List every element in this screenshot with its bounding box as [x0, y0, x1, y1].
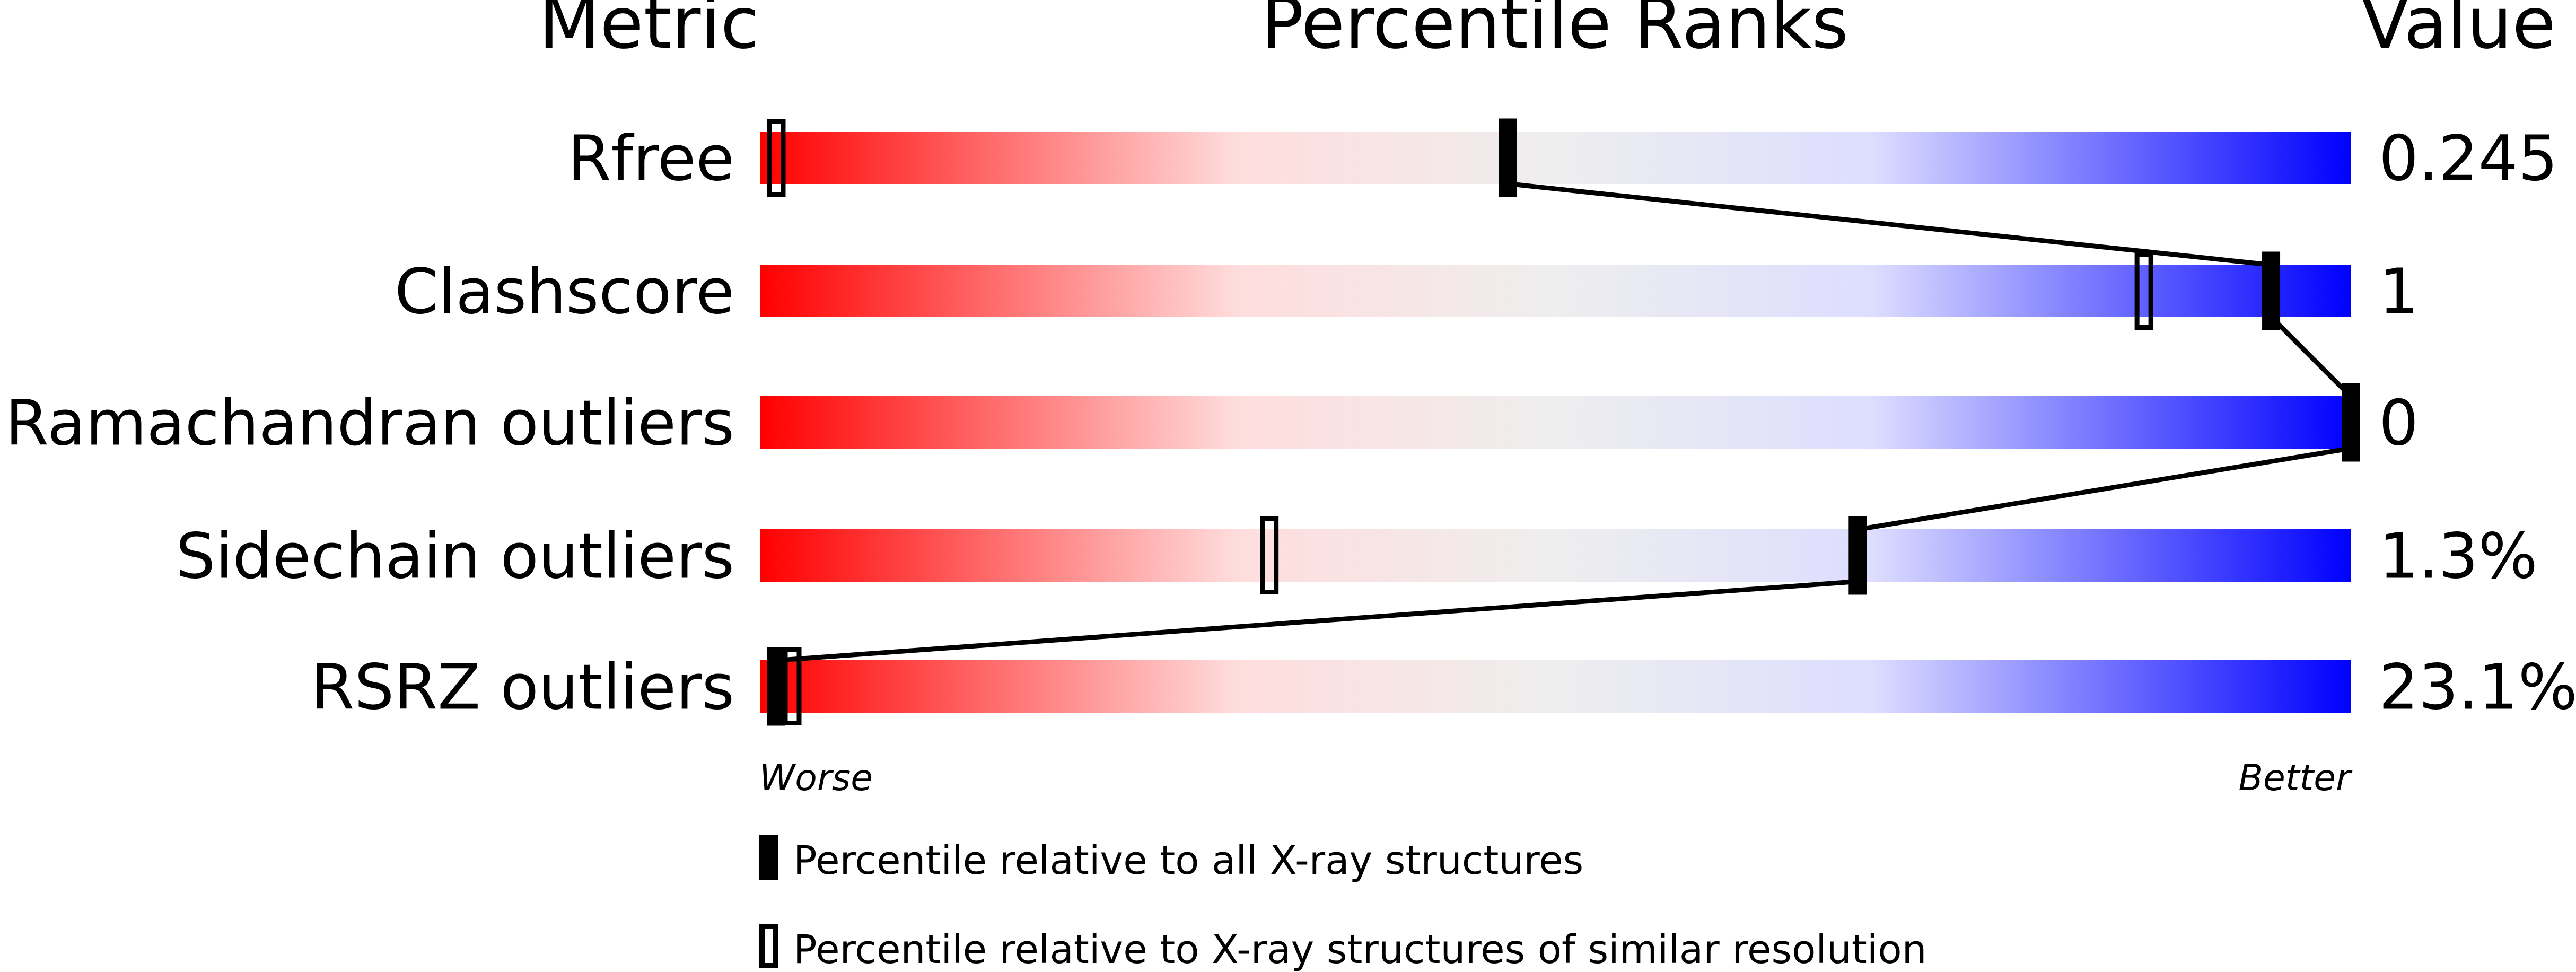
header-percentile: Percentile Ranks [1261, 0, 1848, 65]
metric-row: Ramachandran outliers 0 [5, 387, 2419, 460]
percentile-bar [760, 529, 2351, 582]
legend-outline-label: Percentile relative to X-ray structures … [793, 927, 1927, 972]
metric-value: 1 [2379, 255, 2419, 328]
connector-line [2269, 315, 2353, 398]
all-structures-marker [1499, 118, 1517, 197]
metric-row: RSRZ outliers 23.1% [311, 651, 2576, 724]
all-structures-marker [2342, 383, 2360, 462]
all-structures-marker [767, 647, 785, 726]
metric-value: 1.3% [2379, 520, 2538, 593]
header-value: Value [2361, 0, 2556, 65]
metric-row: Rfree 0.245 [567, 122, 2557, 195]
connector-line [1508, 181, 2272, 267]
all-structures-marker [2262, 251, 2281, 330]
similar-resolution-marker [2134, 252, 2153, 330]
percentile-bar [760, 396, 2351, 449]
connector-line [776, 579, 1858, 663]
all-structures-marker [1848, 516, 1867, 595]
metric-row: Clashscore 1 [395, 255, 2419, 328]
metric-label: Rfree [567, 122, 734, 195]
percentile-bar [760, 660, 2351, 713]
metric-label: RSRZ outliers [311, 651, 734, 724]
metric-label: Clashscore [395, 255, 734, 328]
header-metric: Metric [539, 0, 760, 65]
percentile-bar [760, 265, 2351, 317]
connector-line [1857, 446, 2351, 532]
similar-resolution-marker [1260, 516, 1279, 594]
similar-resolution-marker [767, 119, 786, 197]
metric-value: 0.245 [2379, 122, 2558, 195]
legend-filled-marker [759, 835, 778, 880]
better-label: Better [2238, 757, 2353, 799]
legend-filled-label: Percentile relative to all X-ray structu… [793, 838, 1583, 883]
percentile-bar [760, 132, 2351, 184]
metric-value: 0 [2379, 387, 2419, 460]
metric-label: Ramachandran outliers [5, 387, 734, 460]
metric-label: Sidechain outliers [176, 520, 734, 593]
legend-outline-marker [759, 924, 778, 968]
worse-label: Worse [759, 757, 873, 799]
metric-row: Sidechain outliers 1.3% [176, 520, 2537, 593]
metric-value: 23.1% [2379, 651, 2576, 724]
